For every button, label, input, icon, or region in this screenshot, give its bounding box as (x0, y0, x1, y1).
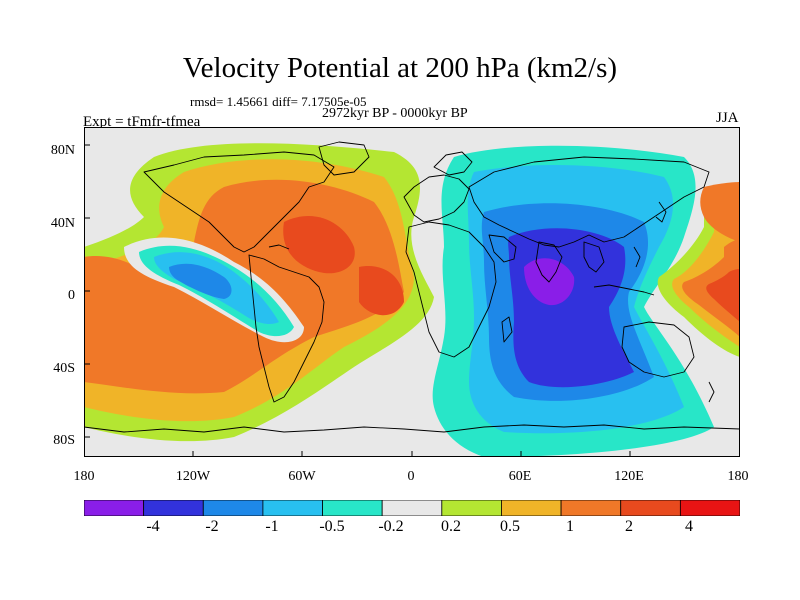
x-tick-label: 180 (73, 469, 95, 484)
y-tick-label: 40N (50, 216, 75, 231)
coastline-europe (403, 174, 470, 223)
colorbar-label: -1 (265, 518, 279, 535)
coastline-indonesia (593, 284, 655, 296)
coastline-caribbean (268, 244, 290, 250)
colorbar-cell (560, 500, 622, 516)
colorbar-label: -0.5 (319, 518, 345, 535)
coastline-india (535, 241, 563, 283)
colorbar-cells (84, 500, 740, 516)
y-tick-label: 0 (68, 288, 75, 303)
coastlines (84, 141, 740, 433)
coastline-antarctica (84, 424, 740, 433)
y-tick-label: 40S (53, 361, 75, 376)
x-tick-label: 0 (407, 469, 415, 484)
coastline-north-america (143, 151, 335, 253)
colorbar (84, 500, 740, 516)
contour-1-east-edge (700, 182, 740, 242)
colorbar-cell (202, 500, 264, 516)
coastline-southeast-asia (583, 241, 605, 273)
coastline-japan (655, 201, 667, 223)
colorbar-cell (381, 500, 443, 516)
coastline-greenland (318, 141, 370, 176)
coastline-scandinavia (433, 151, 473, 176)
axis-ticks (84, 144, 631, 457)
colorbar-cell (679, 500, 740, 516)
coastline-madagascar (501, 316, 513, 343)
season-label: JJA (716, 110, 739, 126)
colorbar-label: 4 (685, 518, 693, 535)
colorbar-label: 1 (566, 518, 574, 535)
coastline-africa (405, 221, 497, 358)
colorbar-cell (441, 500, 502, 516)
colorbar-label: -4 (146, 518, 160, 535)
contour-2-atlantic (283, 216, 355, 274)
figure-title: Velocity Potential at 200 hPa (km2/s) (182, 52, 618, 84)
colorbar-label: 0.2 (441, 518, 461, 535)
y-tick-label: 80S (53, 433, 75, 448)
period-line: 2972kyr BP - 0000kyr BP (322, 106, 468, 121)
colorbar-cell (620, 500, 681, 516)
coastline-philippines (633, 246, 641, 268)
x-tick-label: 180 (727, 469, 749, 484)
colorbar-label: 0.5 (500, 518, 520, 535)
colorbar-cell (262, 500, 323, 516)
x-tick-label: 120E (614, 469, 644, 484)
x-tick-label: 60W (288, 469, 316, 484)
colorbar-cell (322, 500, 383, 516)
colorbar-cell (501, 500, 562, 516)
colorbar-label: -0.2 (378, 518, 404, 535)
contour-2-south-atlantic (359, 266, 404, 316)
colorbar-label: -2 (205, 518, 219, 535)
contour-1-pacific-band (84, 256, 247, 375)
velocity-potential-map (84, 127, 740, 457)
x-tick-label: 120W (175, 469, 211, 484)
stats-line: rmsd= 1.45661 diff= 7.17505e-05 (190, 94, 367, 109)
contour-2-west-pacific (706, 269, 740, 322)
contour-field (84, 143, 740, 457)
experiment-label: Expt = tFmfr-tfmea (83, 114, 201, 130)
contour-neg-2-pacific (169, 263, 232, 299)
coastline-arabia (488, 234, 517, 263)
x-tick-label: 60E (508, 469, 532, 484)
colorbar-cell (143, 500, 204, 516)
coastline-asia (468, 156, 710, 248)
coastline-australia (621, 321, 695, 378)
colorbar-cell (84, 500, 145, 516)
coastline-south-america (248, 254, 325, 403)
y-tick-label: 80N (50, 143, 75, 158)
colorbar-label: 2 (625, 518, 633, 535)
coastline-new-zealand (708, 381, 715, 403)
